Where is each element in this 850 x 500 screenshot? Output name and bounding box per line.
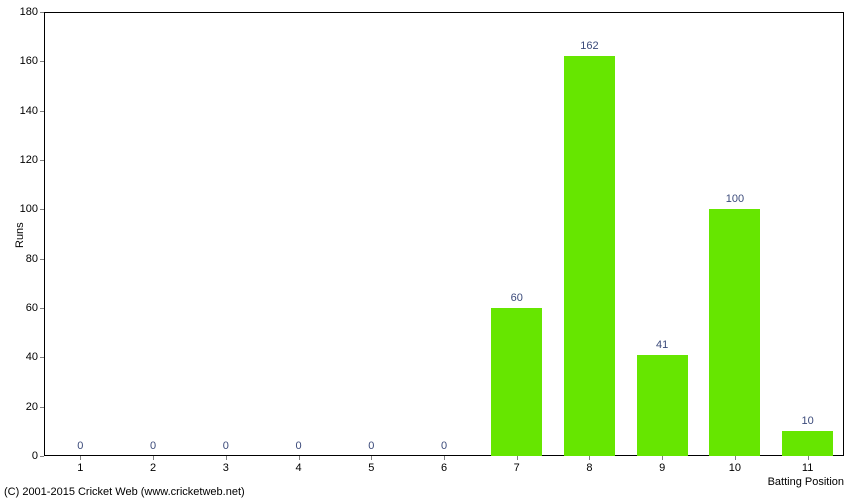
bar-value-label: 100 [726, 193, 744, 205]
x-tick-label: 6 [441, 462, 447, 474]
x-tick [80, 456, 81, 460]
bar-value-label: 10 [802, 415, 814, 427]
bar-value-label: 0 [223, 440, 229, 452]
y-tick-label: 0 [14, 450, 38, 462]
y-tick [40, 160, 44, 161]
y-tick [40, 357, 44, 358]
y-tick-label: 180 [14, 6, 38, 18]
x-tick-label: 10 [729, 462, 741, 474]
x-tick [662, 456, 663, 460]
bar-value-label: 0 [441, 440, 447, 452]
x-tick-label: 9 [659, 462, 665, 474]
bar-value-label: 0 [150, 440, 156, 452]
x-tick [299, 456, 300, 460]
runs-by-batting-position-chart: 0 0 0 0 0 0 60 162 41 100 10 1 2 3 4 5 6 7 8 9 10 11 0 20 40 60… [0, 0, 850, 500]
y-tick-label: 160 [14, 55, 38, 67]
copyright-text: (C) 2001-2015 Cricket Web (www.cricketwe… [4, 486, 245, 498]
x-tick [226, 456, 227, 460]
bar-value-label: 162 [580, 40, 598, 52]
x-axis-title: Batting Position [768, 476, 844, 488]
y-tick [40, 456, 44, 457]
bar-value-label: 60 [511, 292, 523, 304]
y-tick [40, 12, 44, 13]
bar-value-label: 0 [295, 440, 301, 452]
y-tick-label: 40 [14, 351, 38, 363]
y-tick-label: 20 [14, 401, 38, 413]
x-tick-label: 1 [77, 462, 83, 474]
y-tick-label: 60 [14, 302, 38, 314]
y-tick [40, 407, 44, 408]
y-axis-title: Runs [14, 222, 26, 248]
bar-value-label: 0 [77, 440, 83, 452]
y-tick-label: 120 [14, 154, 38, 166]
bar [564, 56, 615, 456]
x-tick [589, 456, 590, 460]
x-tick-label: 7 [514, 462, 520, 474]
x-tick-label: 11 [802, 462, 813, 474]
x-tick [808, 456, 809, 460]
x-tick-label: 2 [150, 462, 156, 474]
y-tick [40, 111, 44, 112]
y-tick [40, 308, 44, 309]
x-tick [444, 456, 445, 460]
bar-value-label: 41 [656, 339, 668, 351]
x-tick [371, 456, 372, 460]
x-tick [735, 456, 736, 460]
y-tick-label: 80 [14, 253, 38, 265]
bar [709, 209, 760, 456]
x-tick-label: 5 [368, 462, 374, 474]
y-tick [40, 259, 44, 260]
y-tick-label: 140 [14, 105, 38, 117]
bar [637, 355, 688, 456]
bar [782, 431, 833, 456]
x-tick [153, 456, 154, 460]
y-tick-label: 100 [14, 203, 38, 215]
x-tick [517, 456, 518, 460]
x-tick-label: 4 [295, 462, 301, 474]
y-tick [40, 61, 44, 62]
bar [491, 308, 542, 456]
x-tick-label: 8 [586, 462, 592, 474]
bar-value-label: 0 [368, 440, 374, 452]
y-tick [40, 209, 44, 210]
x-tick-label: 3 [223, 462, 229, 474]
